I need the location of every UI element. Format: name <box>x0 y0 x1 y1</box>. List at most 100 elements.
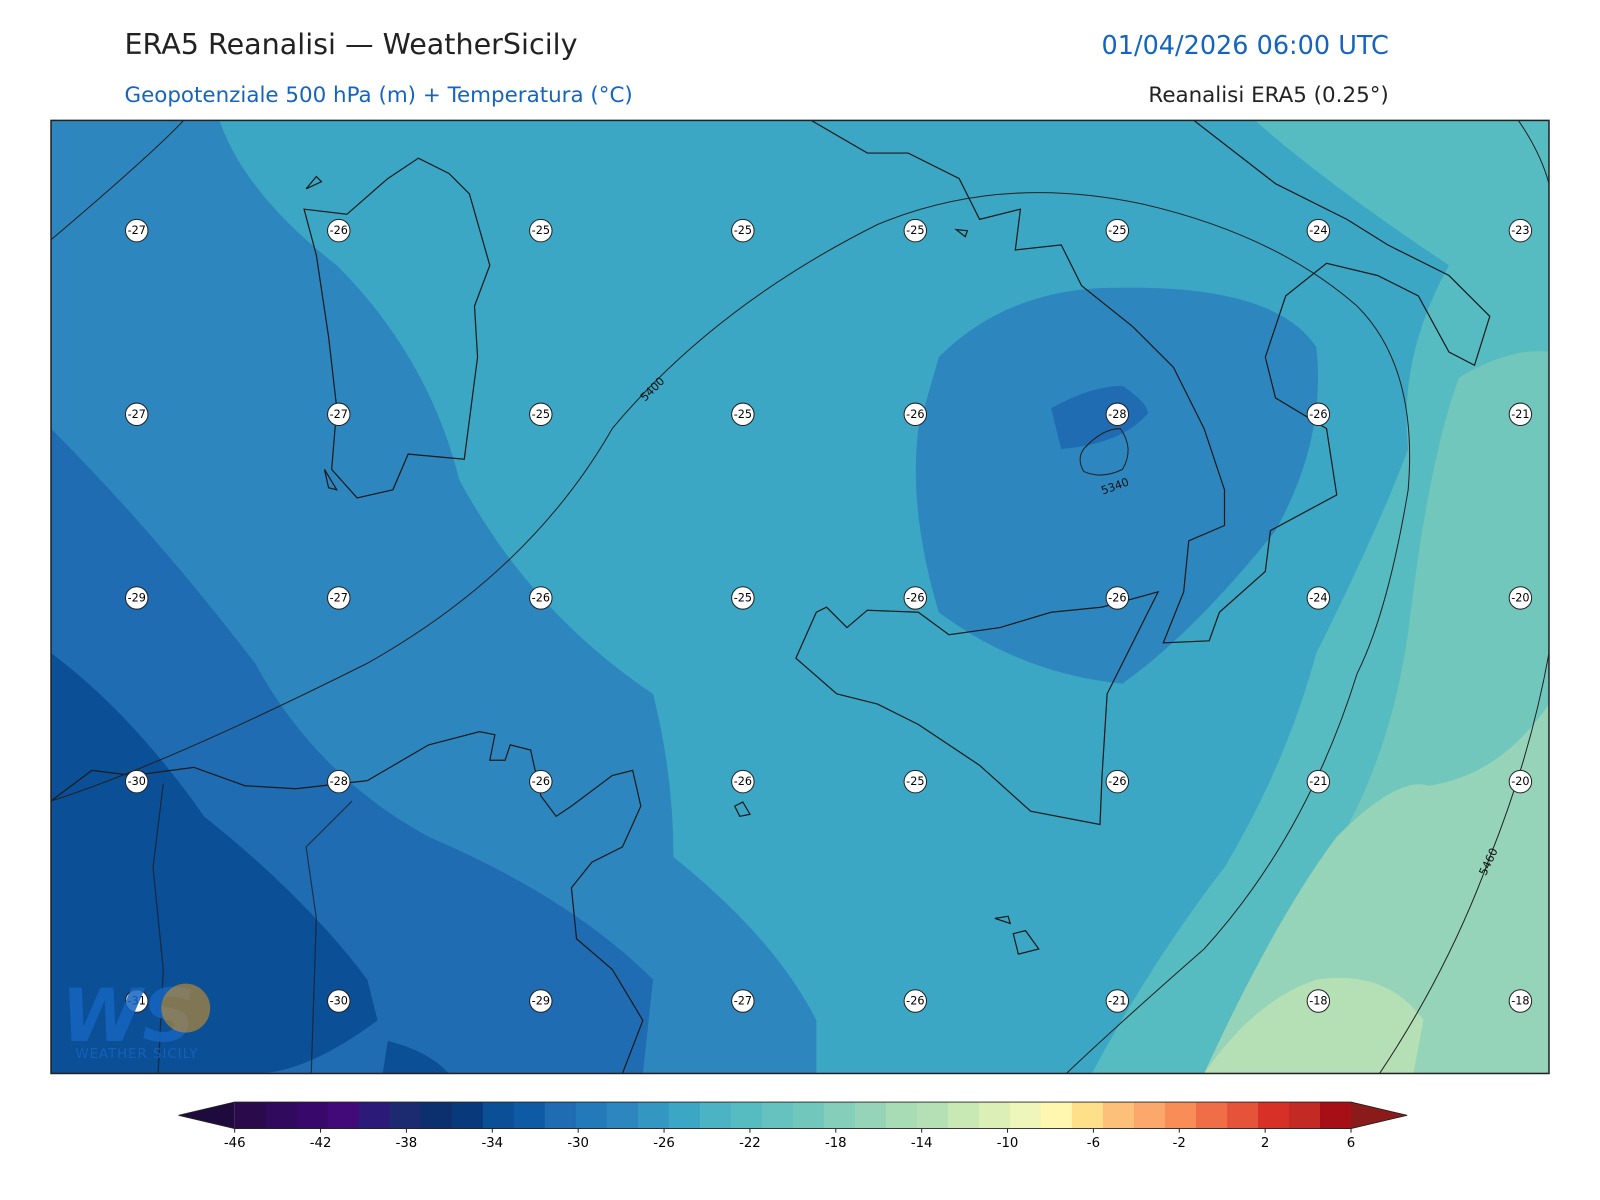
logo-name: WEATHER SICILY <box>76 1047 199 1062</box>
temperature-label: -28 <box>1108 408 1126 421</box>
map: 5400 5340 5460 -27 -26 -25 -25 -25 -25 -24 -23-… <box>51 120 1549 1074</box>
colorbar-segment <box>451 1102 484 1129</box>
temperature-label: -30 <box>128 775 146 788</box>
coastline <box>51 731 644 1074</box>
colorbar-tick-label: -46 <box>224 1136 246 1151</box>
temperature-marker <box>125 989 149 1013</box>
colorbar-segment <box>513 1102 546 1129</box>
temperature-marker <box>1508 586 1533 610</box>
temperature-marker <box>529 218 553 243</box>
temperature-label: -21 <box>1511 408 1529 421</box>
temperature-label: -26 <box>906 591 924 604</box>
source: Reanalisi ERA5 (0.25°) <box>1148 83 1388 108</box>
temperature-marker <box>125 402 149 427</box>
temperature-marker <box>1508 989 1533 1013</box>
logo-sun <box>161 983 211 1033</box>
temperature-labels: -27 -26 -25 -25 -25 -25 -24 -23 -27 -27 -25 -25 -26 -… <box>125 218 1533 1013</box>
coastline <box>810 120 1491 644</box>
temperature-marker <box>731 989 755 1013</box>
temperature-label: -27 <box>128 408 146 421</box>
temperature-marker <box>1105 218 1130 243</box>
temperature-marker <box>529 586 553 610</box>
temperature-label: -18 <box>1309 995 1327 1008</box>
colorbar-segment <box>265 1102 298 1129</box>
colorbar-segment <box>947 1102 980 1129</box>
contour-line <box>1379 120 1549 1074</box>
colorbar-segment <box>1071 1102 1104 1129</box>
colorbar-segment <box>823 1102 856 1129</box>
colorbar-segment <box>668 1102 701 1129</box>
temperature-label: -26 <box>906 995 924 1008</box>
logo: WS WEATHER SICILY <box>61 974 211 1062</box>
temperature-marker <box>1105 989 1130 1013</box>
colorbar-segment <box>1226 1102 1259 1129</box>
temperature-label: -27 <box>330 591 348 604</box>
temperature-marker <box>731 586 755 610</box>
temperature-label: -25 <box>906 775 924 788</box>
temperature-label: -25 <box>532 224 550 237</box>
temperature-label: -25 <box>532 408 550 421</box>
colorbar-segment <box>978 1102 1011 1129</box>
temperature-marker <box>903 769 928 794</box>
temperature-marker <box>1306 586 1331 610</box>
temperature-marker <box>529 989 553 1013</box>
temperature-label: -27 <box>734 995 752 1008</box>
contour-line <box>1079 428 1129 476</box>
title: ERA5 Reanalisi — WeatherSicily <box>124 27 577 61</box>
coastline <box>152 783 353 1074</box>
colorbar-tick-label: -22 <box>739 1136 761 1151</box>
temperature-label: -25 <box>734 408 752 421</box>
temperature-label: -25 <box>1108 224 1126 237</box>
temperature-marker <box>1306 218 1331 243</box>
colorbar-segment <box>234 1102 267 1129</box>
temperature-marker <box>1508 218 1533 243</box>
colorbar-tick-label: -38 <box>396 1136 418 1151</box>
temperature-label: -24 <box>1309 224 1327 237</box>
temperature-label: -25 <box>734 591 752 604</box>
coastline <box>303 157 491 499</box>
temperature-marker <box>125 218 149 243</box>
temperature-marker <box>327 769 351 794</box>
temperature-label: -27 <box>330 408 348 421</box>
temperature-label: -18 <box>1511 995 1529 1008</box>
temperature-label: -25 <box>906 224 924 237</box>
colorbar-segment <box>699 1102 732 1129</box>
coastline <box>305 175 339 491</box>
datetime: 01/04/2026 06:00 UTC <box>1102 31 1389 61</box>
colorbar-segment <box>389 1102 422 1129</box>
colorbar-tick-label: -14 <box>911 1136 933 1151</box>
temperature-marker <box>1306 402 1331 427</box>
temperature-marker <box>731 402 755 427</box>
temperature-label: -28 <box>330 775 348 788</box>
field <box>1051 385 1148 449</box>
temperature-marker <box>1105 402 1130 427</box>
temperature-marker <box>529 769 553 794</box>
colorbar-segment <box>1009 1102 1042 1129</box>
temperature-marker <box>903 218 928 243</box>
colorbar-segment <box>544 1102 577 1129</box>
temperature-marker <box>1508 402 1533 427</box>
temperature-label: -20 <box>1511 775 1529 788</box>
colorbar-tick-label: -18 <box>825 1136 847 1151</box>
field <box>1204 704 1549 1074</box>
temperature-marker <box>529 402 553 427</box>
colorbar-tick-label: -10 <box>997 1136 1019 1151</box>
colorbar-segment <box>1164 1102 1197 1129</box>
temperature-marker <box>125 769 149 794</box>
colorbar-segment <box>1320 1102 1352 1129</box>
subtitle: Geopotenziale 500 hPa (m) + Temperatura … <box>124 83 632 108</box>
temperature-marker <box>1105 769 1130 794</box>
colorbar-tick-label: -6 <box>1087 1136 1100 1151</box>
temperature-marker <box>903 586 928 610</box>
map-frame <box>50 119 1550 1075</box>
temperature-marker <box>1306 989 1331 1013</box>
temperature-marker <box>731 218 755 243</box>
field <box>51 653 449 1074</box>
temperature-marker <box>731 769 755 794</box>
colorbar: -46 -42 -38 -34 -30 -26 -22 -18 -14 -10 -6 -2 2 6 <box>178 1101 1408 1151</box>
colorbar-segment <box>761 1102 794 1129</box>
temperature-label: -29 <box>532 995 550 1008</box>
temperature-label: -29 <box>128 591 146 604</box>
temperature-label: -23 <box>1511 224 1529 237</box>
colorbar-segment <box>358 1102 391 1129</box>
